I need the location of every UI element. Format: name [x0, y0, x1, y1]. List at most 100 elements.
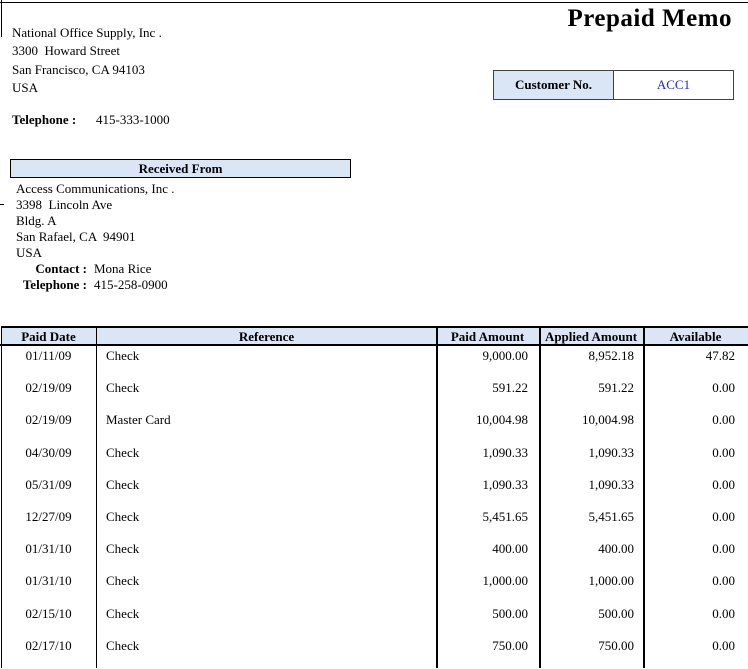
- customer-number-box: Customer No. ACC1: [493, 70, 734, 100]
- received-from-header: Received From: [10, 159, 351, 178]
- page-top-rule: [0, 2, 748, 3]
- cell-reference: Check: [106, 573, 140, 589]
- cell-paid-date: 02/17/10: [25, 637, 72, 653]
- cell-paid-amount: 500.00: [492, 605, 528, 621]
- received-from-telephone-value: 415-258-0900: [94, 277, 168, 292]
- cell-paid-amount: 591.22: [492, 380, 528, 396]
- table-row: 02/19/09 Check 591.22 591.22 0.00: [0, 379, 748, 411]
- cell-reference: Check: [106, 637, 140, 653]
- cell-paid-amount: 1,000.00: [482, 573, 529, 589]
- table-row: 02/15/10 Check 500.00 500.00 0.00: [0, 605, 748, 637]
- cell-available: 0.00: [712, 508, 735, 524]
- received-from-address1: 3398 Lincoln Ave: [16, 197, 113, 213]
- table-divider-applied-available: [643, 326, 645, 668]
- cell-paid-date: 05/31/09: [25, 476, 72, 492]
- cell-reference: Check: [106, 476, 140, 492]
- company-telephone-value: 415-333-1000: [96, 112, 170, 127]
- cell-paid-amount: 10,004.98: [476, 412, 528, 428]
- company-address-block: National Office Supply, Inc . 3300 Howar…: [12, 24, 162, 97]
- cell-applied-amount: 8,952.18: [588, 348, 635, 363]
- cell-paid-date: 01/11/09: [25, 348, 72, 363]
- cell-available: 0.00: [712, 412, 735, 428]
- column-header-paid-amount: Paid Amount: [450, 329, 525, 344]
- cell-reference: Check: [106, 380, 140, 396]
- cell-available: 0.00: [712, 637, 735, 653]
- cell-paid-date: 01/31/10: [25, 541, 72, 557]
- table-divider-reference-paid: [436, 326, 438, 668]
- company-telephone-line: Telephone : 415-333-1000: [12, 112, 170, 128]
- cell-available: 0.00: [712, 605, 735, 621]
- cell-applied-amount: 5,451.65: [588, 508, 635, 524]
- cell-applied-amount: 750.00: [598, 637, 634, 653]
- cell-reference: Check: [106, 605, 140, 621]
- table-divider-paid-applied: [539, 326, 541, 668]
- table-row: 05/31/09 Check 1,090.33 1,090.33 0.00: [0, 476, 748, 508]
- table-row: 01/11/09 Check 9,000.00 8,952.18 47.82: [0, 347, 748, 379]
- received-from-telephone-label: Telephone :: [22, 277, 87, 292]
- contact-value: Mona Rice: [94, 261, 152, 276]
- table-row: 12/27/09 Check 5,451.65 5,451.65 0.00: [0, 508, 748, 540]
- table-row: 02/19/09 Master Card 10,004.98 10,004.98 0.0…: [0, 411, 748, 443]
- column-header-available: Available: [669, 329, 722, 344]
- table-row: 01/31/10 Check 400.00 400.00 0.00: [0, 540, 748, 572]
- cell-available: 47.82: [705, 348, 735, 363]
- table-divider-date-reference: [96, 326, 97, 668]
- cell-applied-amount: 10,004.98: [582, 412, 634, 428]
- column-header-reference: Reference: [238, 329, 295, 344]
- cell-paid-amount: 400.00: [492, 541, 528, 557]
- cell-paid-date: 04/30/09: [25, 444, 72, 460]
- table-left-border: [1, 326, 2, 668]
- cell-paid-amount: 750.00: [492, 637, 528, 653]
- page-title: Prepaid Memo: [567, 5, 732, 32]
- received-from-address2: Bldg. A: [16, 213, 57, 229]
- table-header-row: Paid Date Reference Paid Amount Applied Amo…: [0, 329, 748, 345]
- column-header-paid-date: Paid Date: [21, 329, 76, 344]
- cell-applied-amount: 400.00: [598, 541, 634, 557]
- cell-paid-amount: 5,451.65: [482, 508, 529, 524]
- cell-applied-amount: 591.22: [598, 380, 634, 396]
- column-header-applied-amount: Applied Amount: [544, 329, 638, 344]
- cell-reference: Check: [106, 508, 140, 524]
- table-header-bottom-border: [0, 344, 748, 346]
- cell-available: 0.00: [712, 573, 735, 589]
- company-address2: San Francisco, CA 94103: [12, 61, 145, 77]
- cell-applied-amount: 1,090.33: [588, 444, 635, 460]
- company-country: USA: [12, 79, 39, 95]
- table-row: 04/30/09 Check 1,090.33 1,090.33 0.00: [0, 444, 748, 476]
- cell-paid-date: 02/19/09: [25, 380, 72, 396]
- received-from-contact-line: Contact : Mona Rice: [14, 261, 151, 277]
- received-from-telephone-line: Telephone : 415-258-0900: [14, 277, 168, 293]
- customer-number-label: Customer No.: [494, 71, 614, 99]
- cell-paid-amount: 1,090.33: [482, 444, 529, 460]
- company-name: National Office Supply, Inc .: [12, 25, 162, 40]
- received-from-address3: San Rafael, CA 94901: [16, 229, 136, 245]
- cell-available: 0.00: [712, 380, 735, 396]
- cell-available: 0.00: [712, 541, 735, 557]
- cell-reference: Check: [106, 444, 140, 460]
- table-row: 02/17/10 Check 750.00 750.00 0.00: [0, 637, 748, 669]
- received-from-address-block: Access Communications, Inc . 3398 Lincol…: [16, 181, 175, 261]
- cell-paid-date: 02/15/10: [25, 605, 72, 621]
- customer-number-value: ACC1: [656, 77, 691, 92]
- cell-applied-amount: 1,000.00: [588, 573, 635, 589]
- company-telephone-label: Telephone :: [12, 112, 77, 127]
- cell-reference: Check: [106, 541, 140, 557]
- table-body: 01/11/09 Check 9,000.00 8,952.18 47.82 02/19/…: [0, 347, 748, 669]
- cell-paid-date: 02/19/09: [25, 412, 72, 428]
- table-header-fill: [2, 327, 748, 345]
- page-left-rule: [1, 0, 2, 37]
- received-from-country: USA: [16, 245, 43, 261]
- contact-label: Contact :: [35, 261, 87, 276]
- cell-available: 0.00: [712, 476, 735, 492]
- table-row: 01/31/10 Check 1,000.00 1,000.00 0.00: [0, 572, 748, 604]
- cell-paid-date: 12/27/09: [25, 508, 72, 524]
- cell-applied-amount: 1,090.33: [588, 476, 635, 492]
- table-header-top-border: [1, 326, 748, 328]
- cell-paid-amount: 9,000.00: [482, 348, 529, 363]
- page-left-tick: [0, 204, 4, 205]
- cell-paid-amount: 1,090.33: [482, 476, 529, 492]
- cell-available: 0.00: [712, 444, 735, 460]
- cell-applied-amount: 500.00: [598, 605, 634, 621]
- cell-paid-date: 01/31/10: [25, 573, 72, 589]
- cell-reference: Master Card: [106, 412, 171, 428]
